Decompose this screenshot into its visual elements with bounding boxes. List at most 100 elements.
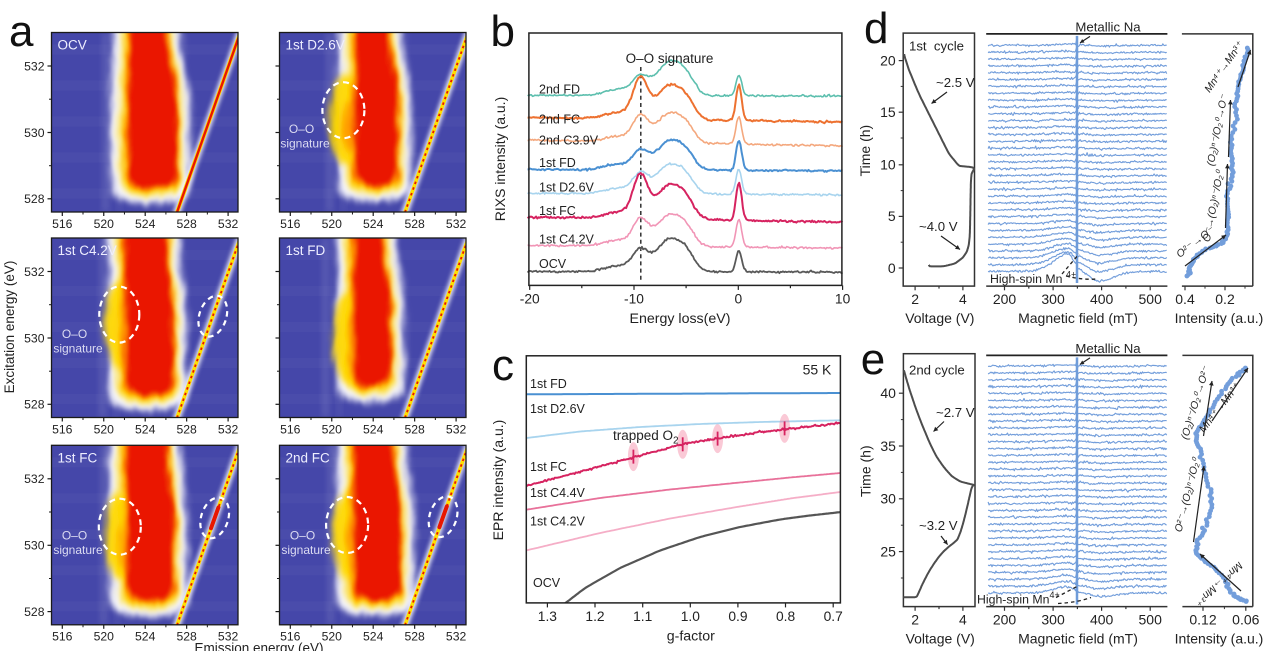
svg-text:-20: -20 bbox=[520, 292, 540, 307]
svg-text:15: 15 bbox=[880, 104, 896, 120]
svg-text:4: 4 bbox=[959, 611, 967, 627]
svg-text:300: 300 bbox=[1041, 611, 1065, 627]
svg-text:O–O: O–O bbox=[289, 122, 314, 136]
svg-text:1st D2.6V: 1st D2.6V bbox=[530, 402, 586, 416]
svg-text:OCV: OCV bbox=[58, 38, 87, 53]
svg-text:e: e bbox=[861, 335, 885, 384]
svg-text:c: c bbox=[492, 341, 514, 390]
svg-text:520: 520 bbox=[94, 217, 115, 231]
svg-text:30: 30 bbox=[880, 491, 896, 507]
svg-text:524: 524 bbox=[363, 630, 384, 644]
svg-text:1st C4.2V: 1st C4.2V bbox=[539, 232, 595, 246]
svg-text:Voltage (V): Voltage (V) bbox=[906, 630, 975, 646]
svg-text:0.9: 0.9 bbox=[728, 609, 748, 624]
svg-text:g-factor: g-factor bbox=[667, 628, 715, 644]
svg-text:Magnetic field (mT): Magnetic field (mT) bbox=[1018, 630, 1138, 646]
svg-text:0.4: 0.4 bbox=[1175, 291, 1195, 307]
svg-text:~4.0 V: ~4.0 V bbox=[919, 219, 958, 234]
svg-text:532: 532 bbox=[24, 472, 45, 486]
svg-text:532: 532 bbox=[24, 265, 45, 279]
svg-text:O–O signature: O–O signature bbox=[626, 51, 714, 66]
svg-text:Excitation energy (eV): Excitation energy (eV) bbox=[2, 261, 17, 394]
svg-text:4+: 4+ bbox=[1066, 270, 1076, 280]
svg-text:1st FC: 1st FC bbox=[539, 204, 576, 218]
svg-text:520: 520 bbox=[94, 630, 115, 644]
svg-text:500: 500 bbox=[1139, 611, 1163, 627]
svg-text:0.06: 0.06 bbox=[1232, 611, 1259, 627]
svg-text:2nd cycle: 2nd cycle bbox=[909, 363, 965, 378]
svg-text:5: 5 bbox=[888, 208, 896, 224]
svg-text:EPR intensity (a.u.): EPR intensity (a.u.) bbox=[490, 420, 506, 541]
svg-text:0: 0 bbox=[734, 292, 742, 307]
svg-text:2: 2 bbox=[911, 611, 919, 627]
svg-text:516: 516 bbox=[52, 422, 73, 436]
svg-text:528: 528 bbox=[24, 398, 45, 412]
svg-text:~3.2 V: ~3.2 V bbox=[919, 518, 958, 533]
svg-text:524: 524 bbox=[135, 630, 156, 644]
svg-text:2nd FD: 2nd FD bbox=[539, 83, 580, 97]
svg-text:High-spin Mn: High-spin Mn bbox=[977, 593, 1050, 607]
svg-text:OCV: OCV bbox=[533, 576, 561, 590]
svg-text:Metallic Na: Metallic Na bbox=[1075, 341, 1141, 356]
svg-text:~2.5 V: ~2.5 V bbox=[936, 75, 975, 90]
svg-text:signature: signature bbox=[281, 543, 331, 557]
svg-text:4+: 4+ bbox=[1050, 590, 1060, 600]
svg-text:d: d bbox=[864, 4, 888, 53]
svg-text:O–O: O–O bbox=[62, 528, 87, 542]
svg-text:Time (h): Time (h) bbox=[857, 445, 873, 497]
svg-text:1.0: 1.0 bbox=[681, 609, 701, 624]
svg-text:1st C4.2V: 1st C4.2V bbox=[530, 515, 586, 529]
svg-text:Intensity (a.u.): Intensity (a.u.) bbox=[1175, 630, 1264, 646]
svg-text:Energy loss(eV): Energy loss(eV) bbox=[630, 311, 731, 327]
svg-text:1st D2.6V: 1st D2.6V bbox=[286, 38, 345, 53]
svg-text:200: 200 bbox=[993, 611, 1017, 627]
svg-text:532: 532 bbox=[218, 630, 239, 644]
svg-text:524: 524 bbox=[363, 217, 384, 231]
svg-text:a: a bbox=[9, 7, 34, 56]
svg-text:400: 400 bbox=[1090, 291, 1114, 307]
svg-text:1st FD: 1st FD bbox=[286, 243, 326, 258]
svg-text:1st FD: 1st FD bbox=[539, 156, 576, 170]
svg-text:1.1: 1.1 bbox=[633, 609, 652, 624]
svg-text:55 K: 55 K bbox=[803, 362, 832, 378]
svg-text:524: 524 bbox=[135, 217, 156, 231]
svg-text:516: 516 bbox=[280, 217, 301, 231]
svg-text:516: 516 bbox=[280, 630, 301, 644]
svg-text:528: 528 bbox=[404, 630, 425, 644]
svg-text:1st cycle: 1st cycle bbox=[909, 38, 964, 53]
svg-text:0.2: 0.2 bbox=[1215, 291, 1235, 307]
svg-text:516: 516 bbox=[52, 630, 73, 644]
svg-text:2nd FC: 2nd FC bbox=[539, 113, 580, 127]
svg-text:528: 528 bbox=[24, 605, 45, 619]
svg-text:528: 528 bbox=[404, 422, 425, 436]
svg-text:35: 35 bbox=[880, 438, 896, 454]
svg-text:2: 2 bbox=[911, 291, 919, 307]
svg-text:300: 300 bbox=[1041, 291, 1065, 307]
svg-text:520: 520 bbox=[94, 422, 115, 436]
svg-text:40: 40 bbox=[880, 385, 896, 401]
svg-text:1st FC: 1st FC bbox=[530, 460, 567, 474]
svg-text:Magnetic field (mT): Magnetic field (mT) bbox=[1018, 310, 1138, 326]
svg-text:1st C4.2V: 1st C4.2V bbox=[58, 243, 117, 258]
svg-text:signature: signature bbox=[53, 543, 103, 557]
svg-text:520: 520 bbox=[322, 422, 343, 436]
svg-text:524: 524 bbox=[363, 422, 384, 436]
svg-text:O–O: O–O bbox=[62, 327, 87, 341]
svg-text:1st D2.6V: 1st D2.6V bbox=[539, 181, 595, 195]
svg-text:20: 20 bbox=[880, 52, 896, 68]
svg-text:b: b bbox=[491, 7, 515, 56]
svg-text:532: 532 bbox=[446, 422, 467, 436]
svg-text:4: 4 bbox=[959, 291, 967, 307]
svg-text:Voltage (V): Voltage (V) bbox=[905, 310, 974, 326]
svg-text:10: 10 bbox=[835, 292, 851, 307]
svg-text:532: 532 bbox=[24, 59, 45, 73]
svg-text:0.12: 0.12 bbox=[1189, 611, 1216, 627]
svg-text:1.2: 1.2 bbox=[585, 609, 604, 624]
svg-text:signature: signature bbox=[53, 342, 103, 356]
svg-text:2nd FC: 2nd FC bbox=[286, 450, 331, 465]
svg-text:528: 528 bbox=[176, 630, 197, 644]
svg-text:O–O: O–O bbox=[290, 528, 315, 542]
svg-text:Emission energy (eV): Emission energy (eV) bbox=[194, 641, 323, 651]
svg-text:200: 200 bbox=[993, 291, 1017, 307]
svg-text:10: 10 bbox=[880, 157, 896, 173]
